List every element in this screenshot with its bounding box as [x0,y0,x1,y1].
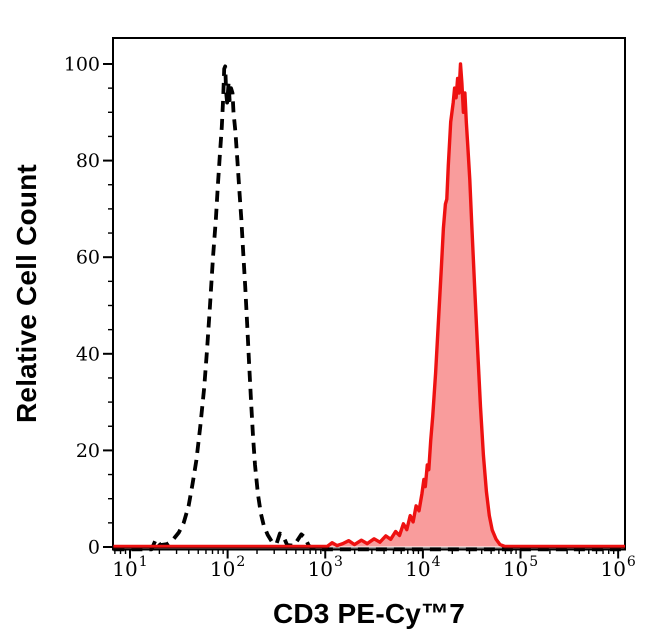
control-curve-dashed [113,64,625,552]
y-tick-label: 20 [76,440,100,462]
x-tick-label: 106 [600,554,635,581]
sample-curve-line [113,62,625,549]
y-tick-label: 80 [76,150,100,172]
y-tick-label: 40 [76,343,100,365]
x-tick-label: 104 [405,554,440,581]
x-axis-title: CD3 PE-Cy™7 [272,598,466,629]
x-tick-label: 105 [503,554,538,581]
y-axis-title: Relative Cell Count [11,164,42,424]
x-tick-label: 101 [112,554,147,581]
y-tick-label: 60 [76,247,100,269]
y-tick-label: 100 [64,53,100,75]
sample-curve-fill [113,64,626,547]
x-tick-label: 103 [308,554,343,581]
y-tick-label: 0 [88,536,100,558]
x-tick-label: 102 [210,554,245,581]
plot-frame [112,37,626,551]
